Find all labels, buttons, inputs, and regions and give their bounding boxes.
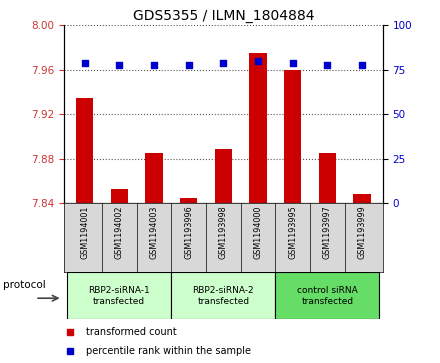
Point xyxy=(289,60,296,66)
Point xyxy=(185,62,192,68)
Point xyxy=(359,62,366,68)
Bar xyxy=(145,153,163,203)
Bar xyxy=(284,70,301,203)
Bar xyxy=(110,189,128,203)
Bar xyxy=(180,198,197,203)
Text: GSM1193997: GSM1193997 xyxy=(323,205,332,259)
Text: percentile rank within the sample: percentile rank within the sample xyxy=(86,346,251,356)
Text: GSM1194002: GSM1194002 xyxy=(115,205,124,259)
Title: GDS5355 / ILMN_1804884: GDS5355 / ILMN_1804884 xyxy=(132,9,314,23)
Point xyxy=(220,60,227,66)
Point xyxy=(254,58,261,64)
Bar xyxy=(319,153,336,203)
Text: GSM1194000: GSM1194000 xyxy=(253,205,263,259)
Text: RBP2-siRNA-2
transfected: RBP2-siRNA-2 transfected xyxy=(192,286,254,306)
Text: GSM1194001: GSM1194001 xyxy=(80,205,89,259)
Text: GSM1193999: GSM1193999 xyxy=(357,205,367,259)
Point xyxy=(324,62,331,68)
Bar xyxy=(275,272,379,319)
Bar xyxy=(67,272,171,319)
Bar xyxy=(353,195,370,203)
Point xyxy=(81,60,88,66)
Text: RBP2-siRNA-1
transfected: RBP2-siRNA-1 transfected xyxy=(88,286,150,306)
Point xyxy=(150,62,158,68)
Point xyxy=(116,62,123,68)
Text: GSM1193995: GSM1193995 xyxy=(288,205,297,259)
Bar xyxy=(249,53,267,203)
Text: protocol: protocol xyxy=(3,281,46,290)
Text: GSM1194003: GSM1194003 xyxy=(150,205,158,259)
Text: GSM1193996: GSM1193996 xyxy=(184,205,193,259)
Bar xyxy=(215,149,232,203)
Bar xyxy=(171,272,275,319)
Text: transformed count: transformed count xyxy=(86,327,177,337)
Text: GSM1193998: GSM1193998 xyxy=(219,205,228,259)
Bar xyxy=(76,98,93,203)
Text: control siRNA
transfected: control siRNA transfected xyxy=(297,286,358,306)
